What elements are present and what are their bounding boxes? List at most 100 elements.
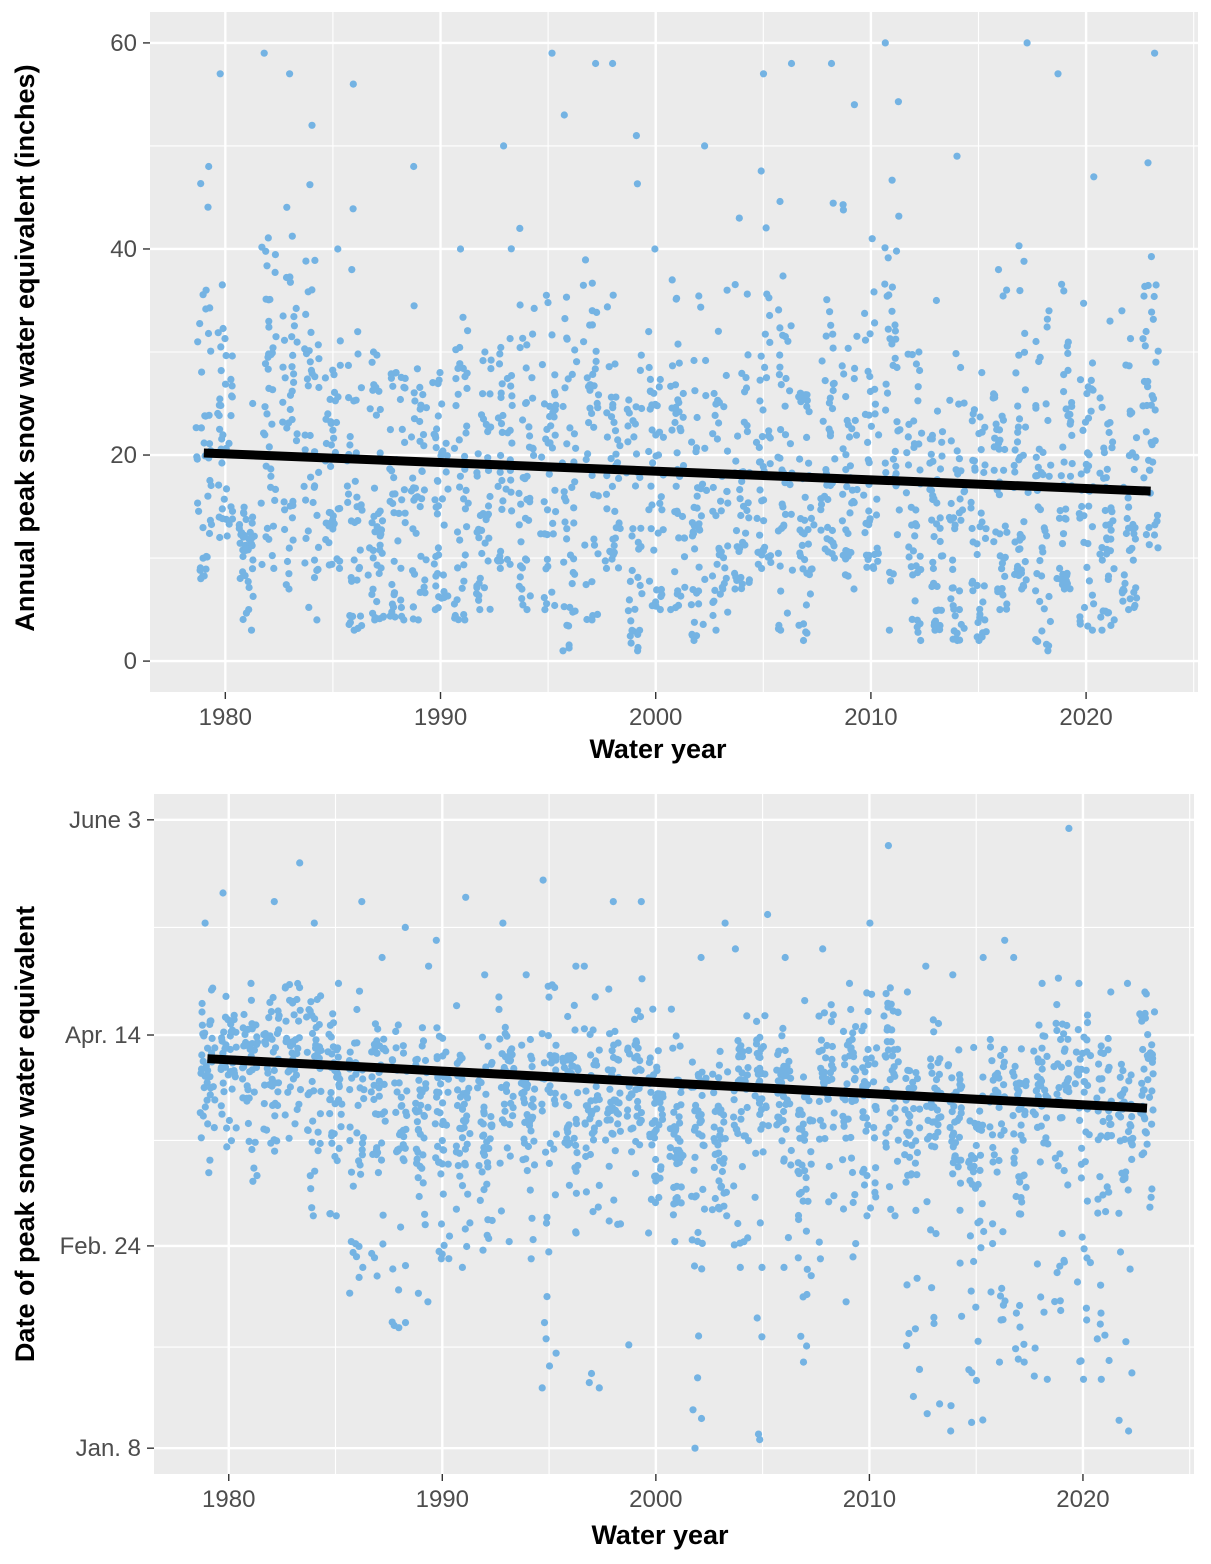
- data-point: [420, 583, 428, 591]
- data-point: [658, 1111, 667, 1119]
- data-point: [971, 466, 979, 474]
- data-point: [438, 400, 446, 408]
- data-point: [974, 1337, 982, 1345]
- data-point: [239, 1075, 247, 1083]
- data-point: [387, 370, 395, 378]
- data-point: [1043, 1375, 1051, 1383]
- data-point: [1044, 416, 1052, 425]
- data-point: [1019, 1172, 1027, 1180]
- data-point: [1147, 253, 1155, 261]
- data-point: [864, 1045, 872, 1054]
- data-point: [671, 418, 679, 427]
- data-point: [495, 360, 504, 368]
- data-point: [881, 280, 889, 288]
- data-point: [313, 511, 321, 519]
- data-point: [1106, 1120, 1114, 1129]
- data-point: [782, 374, 790, 383]
- data-point: [956, 1179, 965, 1187]
- data-point: [1101, 506, 1109, 515]
- data-point: [1015, 1088, 1023, 1096]
- data-point: [839, 445, 847, 453]
- data-point: [822, 1054, 830, 1062]
- data-point: [303, 1013, 311, 1021]
- data-point: [434, 604, 442, 612]
- data-point: [794, 1110, 803, 1119]
- data-point: [413, 365, 421, 373]
- data-point: [609, 1130, 617, 1138]
- data-point: [947, 1402, 955, 1410]
- data-point: [999, 591, 1007, 599]
- data-point: [976, 1217, 984, 1225]
- data-point: [482, 1090, 490, 1098]
- data-point: [284, 1038, 292, 1046]
- data-point: [418, 1164, 426, 1172]
- data-point: [967, 504, 975, 512]
- data-point: [399, 1155, 407, 1163]
- data-point: [778, 1137, 786, 1145]
- data-point: [333, 555, 341, 563]
- data-point: [247, 979, 255, 987]
- data-point: [710, 1163, 719, 1171]
- data-point: [198, 999, 206, 1008]
- data-point: [308, 1077, 316, 1086]
- data-point: [280, 498, 288, 506]
- data-point: [946, 1123, 954, 1132]
- data-point: [604, 1109, 612, 1117]
- data-point: [484, 502, 493, 510]
- data-point: [461, 1225, 469, 1233]
- data-point: [932, 296, 941, 305]
- data-point: [901, 1106, 909, 1114]
- data-point: [228, 393, 236, 401]
- data-point: [839, 1027, 848, 1035]
- data-point: [215, 481, 223, 489]
- data-point: [893, 418, 901, 426]
- data-point: [376, 507, 384, 515]
- data-point: [199, 524, 207, 532]
- data-point: [274, 1088, 282, 1096]
- data-point: [484, 510, 492, 518]
- data-point: [846, 462, 855, 470]
- data-point: [893, 531, 902, 539]
- data-point: [582, 581, 590, 589]
- data-point: [516, 224, 524, 232]
- data-point: [461, 452, 469, 460]
- data-point: [443, 452, 451, 460]
- data-point: [934, 1019, 943, 1028]
- data-point: [997, 1316, 1005, 1324]
- data-point: [330, 434, 338, 442]
- data-point: [636, 1141, 644, 1149]
- data-point: [589, 1208, 597, 1216]
- data-point: [847, 1154, 856, 1162]
- data-point: [633, 180, 642, 188]
- data-point: [582, 455, 590, 464]
- data-point: [494, 414, 502, 422]
- data-point: [801, 556, 809, 564]
- data-point: [528, 1063, 536, 1071]
- data-point: [349, 1182, 357, 1190]
- data-point: [892, 470, 900, 478]
- data-point: [305, 347, 313, 355]
- data-point: [498, 505, 506, 513]
- data-point: [628, 532, 636, 540]
- data-point: [1125, 606, 1133, 614]
- data-point: [508, 401, 516, 410]
- data-point: [976, 1166, 984, 1174]
- data-point: [758, 1263, 766, 1271]
- data-point: [743, 290, 751, 298]
- data-point: [634, 643, 642, 652]
- data-point: [924, 1116, 932, 1124]
- data-point: [439, 1099, 447, 1107]
- data-point: [1020, 582, 1028, 591]
- data-point: [926, 485, 934, 493]
- data-point: [986, 1035, 994, 1044]
- data-point: [494, 557, 502, 565]
- data-point: [1047, 461, 1055, 469]
- data-point: [926, 459, 934, 467]
- data-point: [289, 536, 297, 544]
- data-point: [689, 530, 698, 538]
- data-point: [317, 992, 325, 1000]
- data-point: [910, 1084, 918, 1092]
- data-point: [241, 572, 249, 580]
- data-point: [654, 451, 663, 459]
